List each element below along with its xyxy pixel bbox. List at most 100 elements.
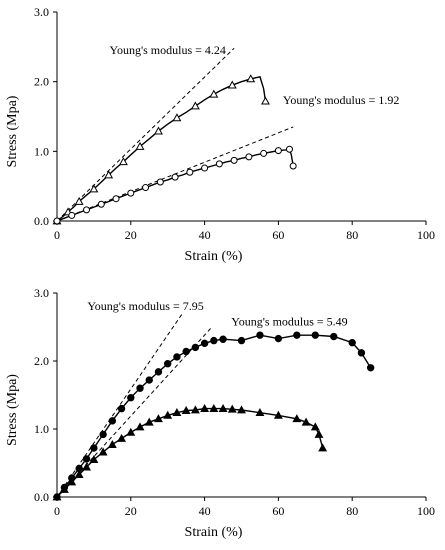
data-point xyxy=(74,196,84,205)
data-point xyxy=(246,74,256,83)
axes-bottom: 0 20 40 60 80 100 0.0 1.0 2.0 3.0 xyxy=(34,286,435,518)
data-point xyxy=(67,477,77,486)
data-point xyxy=(191,343,200,352)
data-point xyxy=(209,89,219,98)
data-point xyxy=(68,211,76,219)
data-point xyxy=(227,404,237,413)
data-point xyxy=(227,80,237,89)
series-bottom xyxy=(52,331,375,501)
data-point xyxy=(209,403,219,412)
data-point xyxy=(285,145,293,153)
data-point xyxy=(171,173,179,181)
data-point xyxy=(126,427,136,436)
chart-bottom: 0 20 40 60 80 100 0.0 1.0 2.0 3.0 Young's modulus… xyxy=(5,286,435,540)
data-point xyxy=(318,443,328,452)
y-tick-label: 2.0 xyxy=(34,75,49,89)
data-point xyxy=(89,454,99,463)
annotation-label: Young's modulus = 5.49 xyxy=(231,315,347,329)
data-point xyxy=(89,184,99,193)
y-tick-label: 0.0 xyxy=(34,214,49,228)
series-line xyxy=(56,334,372,498)
y-tick-label: 3.0 xyxy=(34,286,49,300)
data-point xyxy=(366,364,375,372)
series-line xyxy=(56,75,267,222)
data-point xyxy=(348,338,356,347)
x-tick-label: 20 xyxy=(125,228,137,242)
x-tick-label: 100 xyxy=(417,504,435,518)
series-top xyxy=(52,74,297,225)
data-point xyxy=(127,394,135,402)
data-point xyxy=(181,406,191,415)
data-point xyxy=(117,404,126,413)
data-point xyxy=(156,178,164,186)
x-tick-label: 60 xyxy=(272,504,284,518)
data-point xyxy=(163,410,173,419)
data-point xyxy=(330,332,338,341)
annotation-label: Young's modulus = 4.24 xyxy=(109,43,225,57)
y-axis-label-top: Stress (Mpa) xyxy=(5,95,20,167)
data-point xyxy=(83,206,91,214)
data-point xyxy=(293,331,301,339)
data-point xyxy=(98,447,108,456)
tangent-line xyxy=(56,47,235,222)
x-tick-label: 80 xyxy=(346,504,358,518)
data-point xyxy=(200,403,210,412)
data-point xyxy=(104,170,114,179)
axes-top: 0 20 40 60 80 100 0.0 1.0 2.0 3.0 xyxy=(34,5,435,242)
data-point xyxy=(173,353,181,361)
x-axis-label-top: Strain (%) xyxy=(185,249,243,264)
data-point xyxy=(218,403,228,412)
data-point xyxy=(274,147,282,155)
y-tick-label: 0.0 xyxy=(34,490,49,504)
data-point xyxy=(273,410,283,419)
data-point xyxy=(311,331,319,339)
data-point xyxy=(127,189,135,197)
data-point xyxy=(255,408,265,417)
data-point xyxy=(135,141,145,150)
data-point xyxy=(59,484,69,493)
x-tick-label: 100 xyxy=(417,228,435,242)
data-point xyxy=(52,492,62,501)
y-tick-label: 1.0 xyxy=(34,144,49,158)
data-point xyxy=(142,184,150,192)
data-point xyxy=(107,440,117,449)
data-point xyxy=(172,408,182,417)
x-tick-label: 20 xyxy=(125,504,137,518)
data-point xyxy=(237,336,246,345)
x-axis-label-bottom: Strain (%) xyxy=(185,525,243,540)
data-point xyxy=(145,376,153,384)
data-point xyxy=(172,113,182,122)
x-tick-label: 60 xyxy=(272,228,284,242)
data-point xyxy=(182,347,190,356)
data-point xyxy=(136,384,144,392)
x-tick-label: 40 xyxy=(199,504,211,518)
x-tick-label: 0 xyxy=(54,228,60,242)
data-point xyxy=(82,462,91,471)
data-point xyxy=(154,368,163,376)
data-point xyxy=(118,157,128,166)
tangent-lines-top xyxy=(56,47,294,222)
data-point xyxy=(186,168,194,176)
data-point xyxy=(190,405,200,414)
data-point xyxy=(108,417,117,425)
data-point xyxy=(357,349,366,357)
y-tick-label: 3.0 xyxy=(34,5,49,19)
data-point xyxy=(135,422,145,431)
data-point xyxy=(99,430,107,439)
y-tick-label: 1.0 xyxy=(34,422,49,436)
data-point xyxy=(237,405,246,414)
y-axis-label-bottom: Stress (Mpa) xyxy=(5,374,20,446)
x-tick-label: 40 xyxy=(199,228,211,242)
data-point xyxy=(261,96,270,105)
data-point xyxy=(74,469,84,478)
series-line xyxy=(56,148,294,222)
data-point xyxy=(97,200,105,208)
data-point xyxy=(292,414,302,423)
x-tick-label: 80 xyxy=(346,228,358,242)
data-point xyxy=(314,429,324,438)
data-point xyxy=(144,417,154,426)
data-point xyxy=(245,153,253,161)
annotations-bottom: Young's modulus = 7.95 Young's modulus = … xyxy=(87,299,347,329)
annotation-label: Young's modulus = 1.92 xyxy=(283,93,399,107)
